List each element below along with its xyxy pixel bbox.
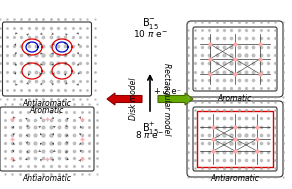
Text: 8 $\pi$ e$^{-}$: 8 $\pi$ e$^{-}$	[135, 129, 165, 140]
Text: Antiaromatic: Antiaromatic	[22, 174, 72, 183]
Text: Antiaromatic: Antiaromatic	[22, 99, 72, 108]
Text: Aromatic: Aromatic	[218, 94, 252, 103]
Text: B$_{15}^{-}$: B$_{15}^{-}$	[142, 16, 159, 31]
FancyArrow shape	[158, 93, 193, 105]
FancyArrow shape	[107, 93, 142, 105]
Text: Rectangular model: Rectangular model	[163, 63, 171, 135]
Text: Antiaromatic: Antiaromatic	[211, 174, 260, 183]
Text: B$_{15}^{+}$: B$_{15}^{+}$	[142, 121, 159, 137]
Text: + 2 e⁻: + 2 e⁻	[154, 88, 181, 97]
Text: 10 $\pi$ e$^{-}$: 10 $\pi$ e$^{-}$	[133, 28, 167, 39]
Text: Disk model: Disk model	[128, 78, 138, 120]
Bar	[197, 111, 273, 167]
Text: Aromatic: Aromatic	[30, 106, 64, 115]
